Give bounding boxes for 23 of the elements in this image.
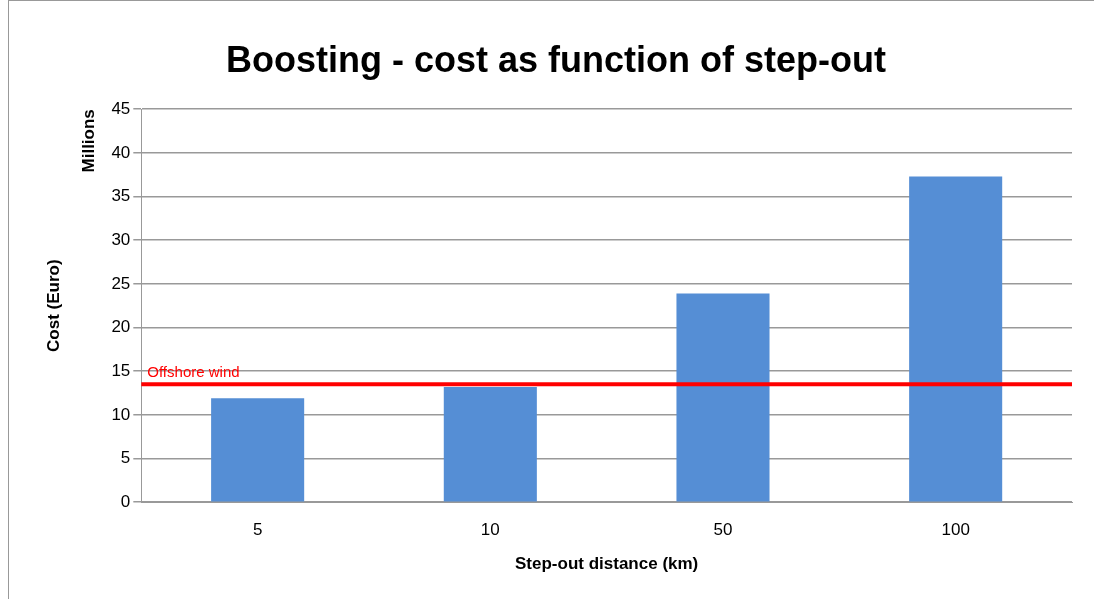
x-tick-label: 100 bbox=[941, 520, 970, 540]
x-tick-label: 50 bbox=[713, 520, 733, 540]
x-tick-label: 10 bbox=[480, 520, 500, 540]
y-tick-label: 25 bbox=[111, 273, 131, 293]
x-axis-title: Step-out distance (km) bbox=[515, 554, 699, 574]
y-tick-label: 15 bbox=[111, 360, 131, 380]
ref-line-label: Offshore wind bbox=[147, 362, 240, 380]
y-tick-label: 20 bbox=[111, 317, 131, 337]
y-tick-label: 35 bbox=[111, 186, 131, 206]
y-tick-label: 30 bbox=[111, 229, 131, 249]
y-tick-label: 0 bbox=[120, 491, 131, 511]
chart-title: Boosting - cost as function of step-out bbox=[226, 38, 886, 80]
y-tick-label: 45 bbox=[111, 98, 131, 118]
y-tick-label: 40 bbox=[111, 142, 131, 162]
x-tick-label: 5 bbox=[252, 520, 263, 540]
y-tick-label: 5 bbox=[120, 448, 131, 468]
y-axis-title: Cost (Euro) bbox=[43, 259, 63, 352]
bar bbox=[676, 293, 770, 502]
bar bbox=[211, 398, 305, 502]
text: Millions bbox=[79, 109, 98, 173]
bar bbox=[443, 386, 537, 502]
bar bbox=[909, 176, 1003, 502]
y-tick-label: 10 bbox=[111, 404, 131, 424]
